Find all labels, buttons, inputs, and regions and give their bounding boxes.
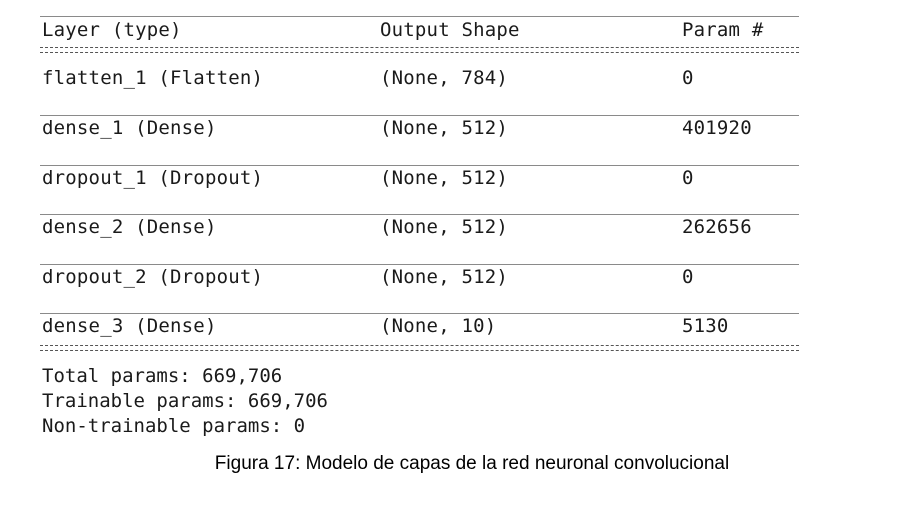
model-summary: Layer (type) Output Shape Param # flatte…	[40, 0, 800, 519]
row-layer-name: dense_1 (Dense)	[42, 117, 217, 139]
row-divider	[40, 264, 799, 265]
row-param-count: 401920	[682, 117, 752, 139]
row-layer-name: dense_2 (Dense)	[42, 216, 217, 238]
header-param-count: Param #	[682, 19, 764, 41]
row-param-count: 0	[682, 266, 694, 288]
row-output-shape: (None, 512)	[380, 167, 509, 189]
row-divider	[40, 115, 799, 116]
row-output-shape: (None, 512)	[380, 117, 509, 139]
row-param-count: 0	[682, 67, 694, 89]
row-param-count: 5130	[682, 315, 729, 337]
row-param-count: 0	[682, 167, 694, 189]
row-layer-name: dropout_2 (Dropout)	[42, 266, 264, 288]
total-params: Total params: 669,706	[42, 365, 283, 387]
row-divider	[40, 214, 799, 215]
row-output-shape: (None, 10)	[380, 315, 497, 337]
header-output-shape: Output Shape	[380, 19, 520, 41]
footer-double-rule	[40, 345, 799, 351]
trainable-params: Trainable params: 669,706	[42, 390, 328, 412]
header-double-rule	[40, 47, 799, 53]
header-layer-type: Layer (type)	[42, 19, 182, 41]
row-divider	[40, 165, 799, 166]
row-param-count: 262656	[682, 216, 752, 238]
row-layer-name: dense_3 (Dense)	[42, 315, 217, 337]
figure-caption: Figura 17: Modelo de capas de la red neu…	[214, 453, 730, 474]
row-output-shape: (None, 512)	[380, 266, 509, 288]
row-layer-name: dropout_1 (Dropout)	[42, 167, 264, 189]
non-trainable-params: Non-trainable params: 0	[42, 415, 306, 437]
row-layer-name: flatten_1 (Flatten)	[42, 67, 264, 89]
row-output-shape: (None, 784)	[380, 67, 509, 89]
row-divider	[40, 313, 799, 314]
row-output-shape: (None, 512)	[380, 216, 509, 238]
top-rule	[40, 16, 799, 17]
